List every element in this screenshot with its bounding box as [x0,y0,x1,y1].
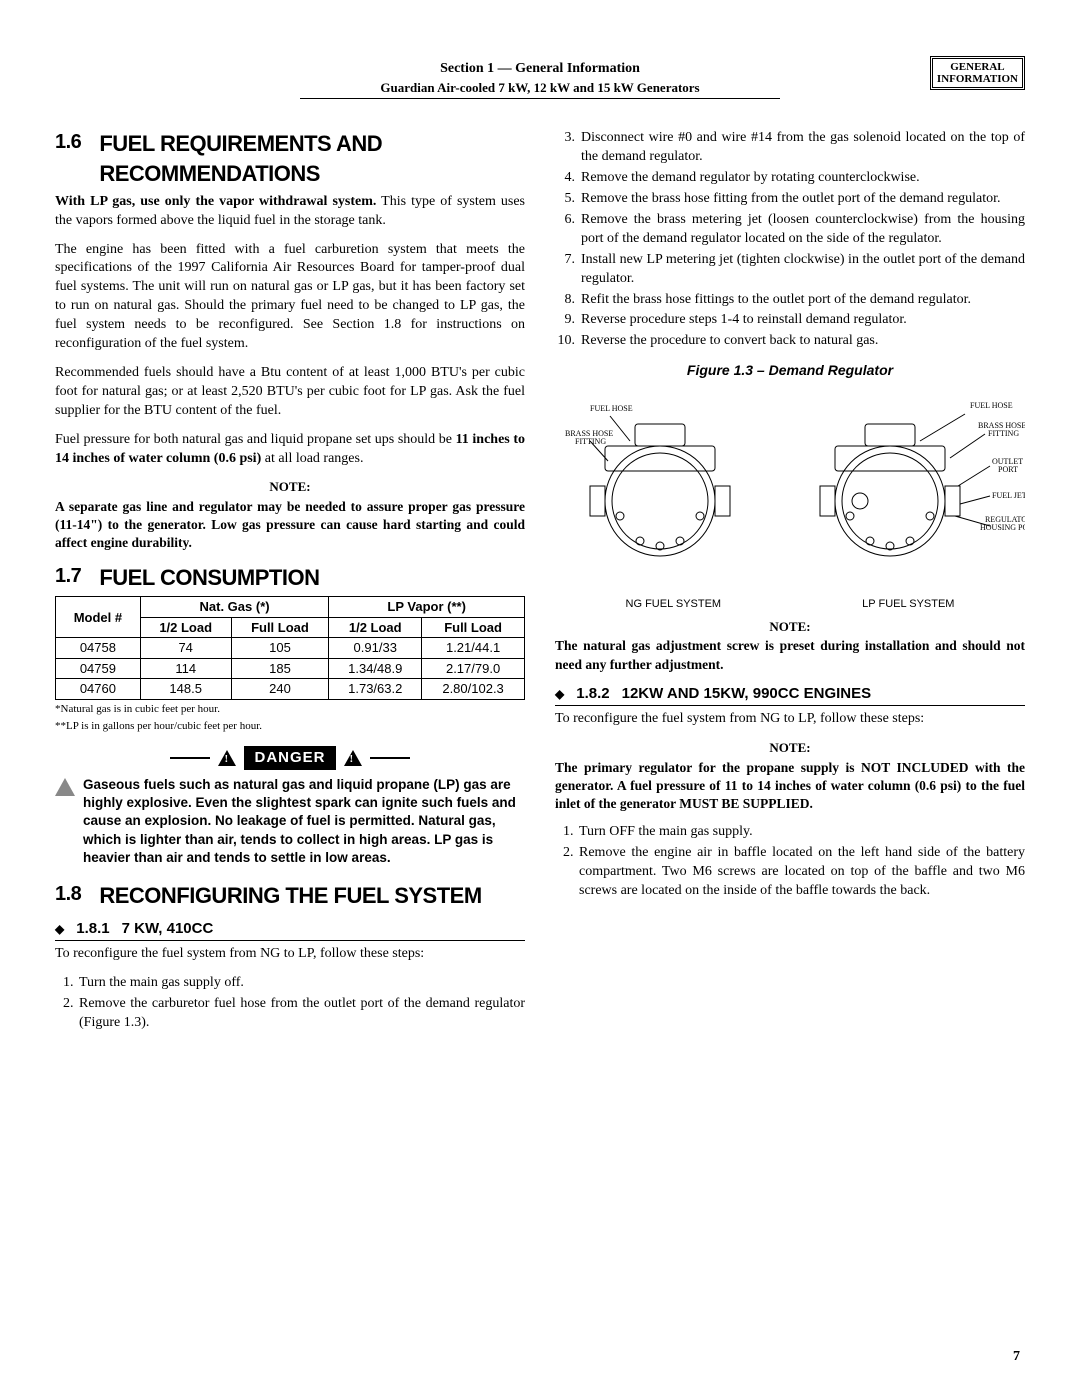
warning-triangle-icon [55,778,75,796]
svg-text:HOUSING PORT: HOUSING PORT [980,523,1025,532]
table-row: 04758 74 105 0.91/33 1.21/44.1 [56,638,525,659]
list-item: Remove the engine air in baffle located … [577,844,1025,901]
list-item: Turn OFF the main gas supply. [577,823,1025,842]
s181-intro: To reconfigure the fuel system from NG t… [55,945,525,964]
danger-label: DANGER [244,746,335,770]
list-item: 9.Reverse procedure steps 1-4 to reinsta… [555,311,1025,330]
diamond-bullet-icon: ◆ [55,921,64,937]
s181-steps-3-10: 3.Disconnect wire #0 and wire #14 from t… [555,129,1025,351]
list-item: 3.Disconnect wire #0 and wire #14 from t… [555,129,1025,167]
note-header: NOTE: [55,478,525,496]
s181-steps-1-2: Turn the main gas supply off. Remove the… [55,974,525,1033]
s182-steps: Turn OFF the main gas supply. Remove the… [555,823,1025,901]
s16-p1: With LP gas, use only the vapor withdraw… [55,193,525,231]
table-row: 04759 114 185 1.34/48.9 2.17/79.0 [56,658,525,679]
header-subtitle: Guardian Air-cooled 7 kW, 12 kW and 15 k… [300,79,780,100]
svg-text:FITTING: FITTING [575,437,606,446]
list-item: Remove the carburetor fuel hose from the… [77,995,525,1033]
figure-caption: Figure 1.3 – Demand Regulator [555,361,1025,380]
right-column: 3.Disconnect wire #0 and wire #14 from t… [555,129,1025,1042]
s182-note-body: The primary regulator for the propane su… [555,759,1025,814]
list-item: 8.Refit the brass hose fittings to the o… [555,291,1025,310]
page-number: 7 [1013,1348,1020,1367]
note2-header: NOTE: [555,618,1025,636]
svg-text:PORT: PORT [998,465,1018,474]
list-item: 7.Install new LP metering jet (tighten c… [555,251,1025,289]
s16-p3: Recommended fuels should have a Btu cont… [55,364,525,421]
page-header: Section 1 — General Information Guardian… [55,60,1025,99]
svg-text:FITTING: FITTING [988,429,1019,438]
label-lp-system: LP FUEL SYSTEM [862,597,954,612]
figure-1-3: FUEL HOSE BRASS HOSE FITTING [555,386,1025,612]
list-item: 5.Remove the brass hose fitting from the… [555,190,1025,209]
label-fuel-jet: FUEL JET [992,491,1025,500]
heading-1-6: 1.6 FUEL REQUIREMENTS AND RECOMMENDATION… [55,129,525,188]
list-item: 4.Remove the demand regulator by rotatin… [555,169,1025,188]
table-footnote-1: *Natural gas is in cubic feet per hour. [55,702,525,717]
fuel-consumption-table: Model # Nat. Gas (*) LP Vapor (**) 1/2 L… [55,596,525,700]
header-section: Section 1 — General Information [55,60,1025,79]
s182-intro: To reconfigure the fuel system from NG t… [555,710,1025,729]
list-item: Turn the main gas supply off. [77,974,525,993]
left-column: 1.6 FUEL REQUIREMENTS AND RECOMMENDATION… [55,129,525,1042]
heading-1-8-1: ◆ 1.8.1 7 KW, 410CC [55,919,525,941]
danger-banner: DANGER [55,746,525,770]
note2-body: The natural gas adjustment screw is pres… [555,637,1025,673]
warning-triangle-icon [218,750,236,766]
s182-note-header: NOTE: [555,739,1025,757]
label-fuel-hose-r: FUEL HOSE [970,401,1013,410]
heading-1-7: 1.7 FUEL CONSUMPTION [55,563,525,593]
s16-p2: The engine has been fitted with a fuel c… [55,241,525,354]
label-fuel-hose: FUEL HOSE [590,404,633,413]
label-ng-system: NG FUEL SYSTEM [626,597,722,612]
heading-1-8-2: ◆ 1.8.2 12KW AND 15KW, 990CC ENGINES [555,684,1025,706]
note-body: A separate gas line and regulator may be… [55,498,525,553]
list-item: 6.Remove the brass metering jet (loosen … [555,211,1025,249]
content-columns: 1.6 FUEL REQUIREMENTS AND RECOMMENDATION… [55,129,1025,1042]
heading-1-8: 1.8 RECONFIGURING THE FUEL SYSTEM [55,881,525,911]
s16-p4: Fuel pressure for both natural gas and l… [55,431,525,469]
diamond-bullet-icon: ◆ [555,686,564,702]
warning-triangle-icon [344,750,362,766]
table-footnote-2: **LP is in gallons per hour/cubic feet p… [55,719,525,734]
demand-regulator-diagram: FUEL HOSE BRASS HOSE FITTING [555,386,1025,586]
list-item: 10.Reverse the procedure to convert back… [555,332,1025,351]
table-row: 04760 148.5 240 1.73/63.2 2.80/102.3 [56,679,525,700]
section-tab: GENERAL INFORMATION [930,56,1025,90]
danger-text: Gaseous fuels such as natural gas and li… [55,776,525,867]
